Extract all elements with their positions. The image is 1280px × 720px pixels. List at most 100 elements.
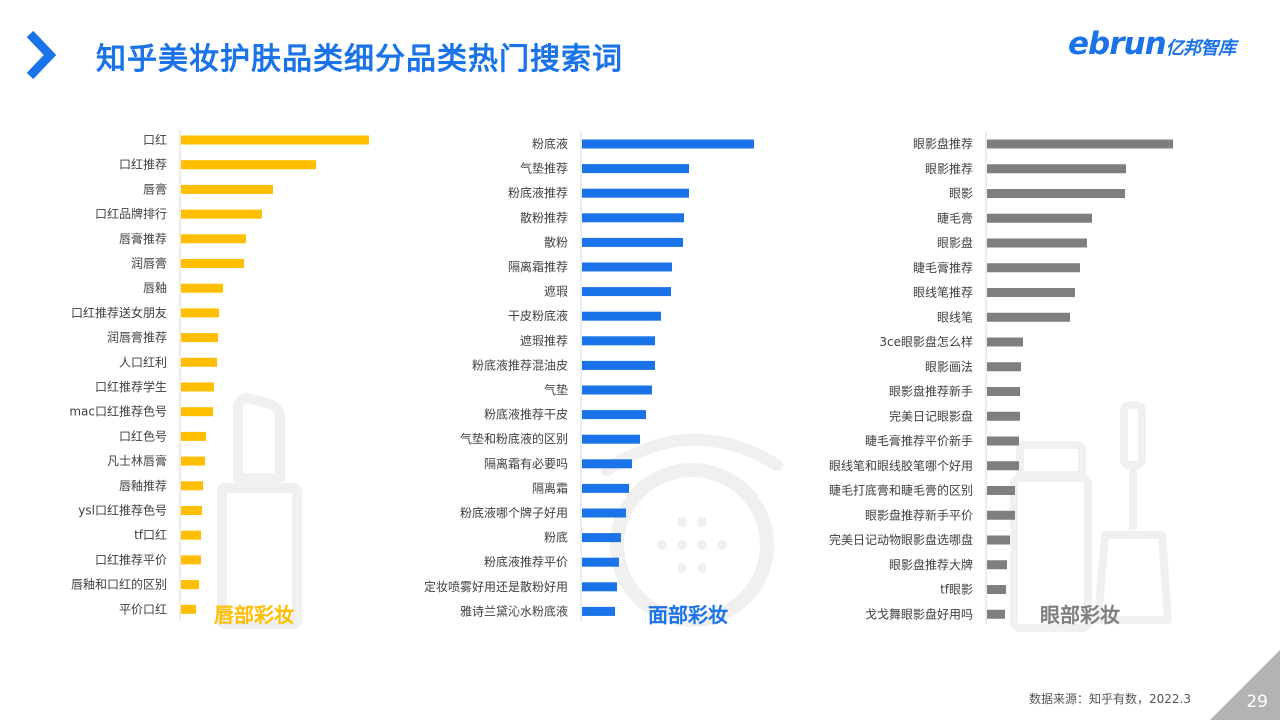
category-label: 雅诗兰黛沁水粉底液 [460,603,568,618]
category-label: 遮瑕 [544,284,568,299]
bar [582,188,689,198]
category-label: 眼线笔 [937,309,973,324]
category-label: 睫毛膏推荐 [913,260,973,275]
bar [987,560,1007,570]
bar [582,139,754,149]
category-label: 粉底液推荐混油皮 [472,357,568,372]
category-label: 口红推荐平价 [95,552,167,567]
category-label: 眼影盘推荐 [913,136,973,151]
bar [181,555,201,565]
corner-decoration [1210,650,1280,720]
mascara-watermark [1010,401,1172,632]
category-label: 睫毛膏推荐平价新手 [865,433,973,448]
bar [987,486,1015,495]
bar [582,360,655,370]
category-label: 口红品牌排行 [95,206,167,221]
bar [181,308,219,318]
category-label: 口红推荐送女朋友 [71,305,167,320]
category-label: 干皮粉底液 [508,308,568,323]
bar [181,382,214,392]
bar [181,234,246,244]
category-label: 粉底液推荐 [508,185,568,200]
bar [181,209,262,219]
compact-powder-watermark [601,433,783,627]
category-label: 眼影盘推荐新手平价 [865,507,973,522]
bar [987,213,1092,223]
brand-logo: ebrun亿邦智库 [1068,26,1236,66]
category-label: 3ce眼影盘怎么样 [879,334,973,349]
category-label: tf口红 [134,527,167,542]
bar [987,312,1070,322]
category-label: 眼影推荐 [925,162,973,176]
lipstick-watermark [217,393,302,629]
bar [582,311,661,321]
category-label: 唇膏推荐 [119,231,167,246]
category-label: 戈戈舞眼影盘好用吗 [865,606,973,621]
chevron-right-icon [26,30,57,80]
bar [181,407,213,417]
bar [582,606,615,616]
bar [987,436,1019,446]
category-label: 唇釉推荐 [119,478,167,493]
bar [582,533,621,543]
category-label: 散粉推荐 [520,210,568,225]
bar [181,135,369,145]
bar [987,139,1173,149]
chart-category-label: 唇部彩妆 [214,603,294,627]
category-label: 隔离霜推荐 [508,259,568,274]
category-label: 粉底液哪个牌子好用 [460,505,568,520]
bar [582,237,683,247]
bar [987,288,1075,297]
bar [181,283,223,293]
category-label: 眼线笔推荐 [913,285,973,300]
bar [181,160,316,170]
bar [987,535,1010,545]
category-label: 粉底液推荐平价 [484,554,568,569]
category-label: 粉底液 [532,136,568,151]
category-label: 唇釉 [143,280,167,295]
bar [987,609,1005,619]
bar [181,580,199,590]
category-label: 眼影盘推荐新手 [889,384,973,399]
bar [582,582,617,592]
category-label: 睫毛膏 [937,210,973,225]
bar [181,184,273,194]
bar [987,263,1080,273]
category-label: 遮瑕推荐 [520,333,568,348]
category-label: 气垫和粉底液的区别 [460,431,568,446]
chart-1: 粉底液气垫推荐粉底液推荐散粉推荐散粉隔离霜推荐遮瑕干皮粉底液遮瑕推荐粉底液推荐混… [424,132,754,627]
logo-subtitle: 亿邦智库 [1165,38,1237,59]
category-label: 完美日记眼影盘 [889,408,973,423]
chart-layer: 口红口红推荐唇膏口红品牌排行唇膏推荐润唇膏唇釉口红推荐送女朋友润唇膏推荐人口红利… [69,130,1173,627]
bar [582,508,626,518]
bar [582,262,672,272]
category-label: 人口红利 [119,354,167,369]
chart-category-label: 眼部彩妆 [1040,603,1120,627]
category-label: mac口红推荐色号 [69,404,167,419]
bar [582,164,689,174]
category-label: 平价口红 [119,601,167,616]
category-label: 润唇膏推荐 [107,330,167,345]
category-label: 散粉 [544,234,568,249]
bar [987,164,1126,174]
bar [582,557,619,567]
category-label: 唇釉和口红的区别 [71,577,167,592]
category-label: 隔离霜 [532,480,568,495]
chart-category-label: 面部彩妆 [648,603,728,627]
category-label: 口红推荐 [119,157,167,172]
bar [582,385,652,395]
bar [181,456,205,466]
bar [987,510,1015,520]
category-label: 气垫推荐 [520,161,568,176]
data-source-note: 数据来源：知乎有数，2022.3 [1029,692,1191,706]
bar [582,287,671,297]
bar [181,431,206,441]
bar [987,585,1006,594]
logo-wordmark: ebrun [1068,26,1167,62]
category-label: 口红色号 [119,428,167,443]
bar [181,481,203,491]
bar [582,483,629,493]
category-label: 眼线笔和眼线胶笔哪个好用 [829,458,973,473]
